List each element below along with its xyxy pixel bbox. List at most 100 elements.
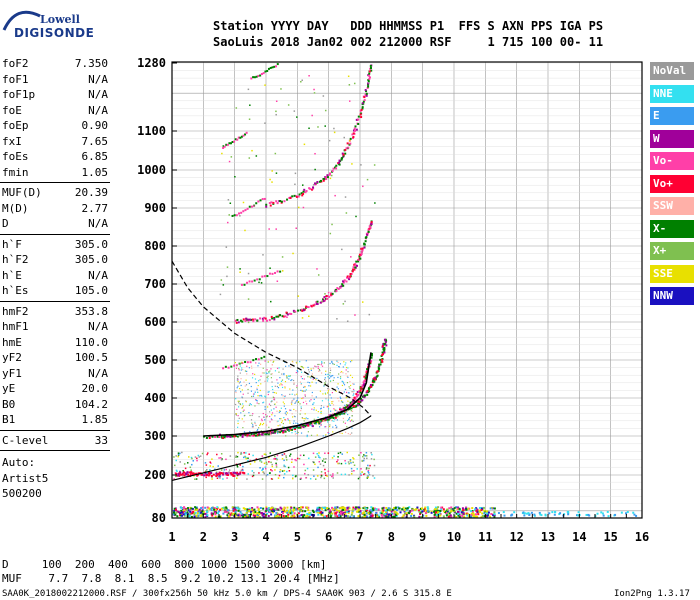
echo-point [319, 511, 322, 514]
echo-point [346, 382, 349, 384]
echo-point [210, 462, 212, 464]
param-name: M(D) [2, 201, 29, 215]
echo-point [236, 138, 239, 141]
echo-point [279, 270, 282, 273]
echo-point [251, 395, 253, 398]
echo-point [258, 427, 260, 429]
echo-point [359, 386, 362, 389]
echo-point [328, 388, 330, 390]
echo-point [265, 203, 268, 206]
echo-point [280, 407, 282, 409]
echo-point [189, 508, 192, 511]
echo-point [246, 510, 249, 513]
echo-point [361, 512, 364, 515]
echo-point [319, 390, 322, 392]
echo-point [188, 456, 190, 458]
echo-point [243, 452, 245, 454]
echo-point [331, 292, 334, 295]
echo-point [190, 456, 193, 459]
echo-point [279, 506, 282, 509]
echo-point [283, 469, 286, 472]
echo-point [180, 509, 183, 512]
echo-point [333, 131, 336, 134]
echo-point [333, 408, 335, 410]
echo-point [247, 457, 249, 459]
echo-point [242, 469, 244, 471]
echo-point [239, 510, 242, 513]
echo-point [307, 418, 309, 420]
echo-point [227, 199, 230, 201]
echo-point [332, 508, 335, 511]
echo-point [470, 514, 473, 517]
echo-point [391, 512, 394, 515]
echo-point [324, 378, 326, 381]
echo-point [295, 410, 297, 412]
echo-point [369, 226, 372, 229]
echo-point [285, 456, 288, 459]
echo-point [293, 466, 295, 468]
echo-point [218, 476, 220, 478]
echo-point [258, 434, 261, 437]
echo-point [264, 419, 266, 421]
echo-point [336, 409, 338, 412]
echo-point [200, 507, 203, 510]
echo-point [191, 507, 194, 510]
echo-point [266, 372, 268, 375]
echo-point [371, 507, 374, 510]
echo-point [277, 477, 280, 479]
echo-point [345, 373, 347, 375]
echo-point [265, 433, 268, 436]
echo-point [279, 377, 281, 379]
echo-point [359, 510, 362, 513]
echo-point [351, 415, 353, 417]
echo-point [237, 406, 240, 408]
echo-point [261, 419, 263, 422]
echo-point [465, 506, 468, 509]
echo-point [290, 379, 292, 382]
echo-point [284, 431, 286, 433]
echo-point [258, 362, 260, 364]
echo-point [341, 513, 344, 516]
echo-point [357, 122, 360, 125]
echo-point [250, 205, 253, 208]
echo-point [327, 399, 330, 401]
echo-point [261, 478, 264, 480]
echo-point [223, 469, 226, 471]
echo-point [315, 423, 317, 425]
echo-point [349, 374, 352, 376]
echo-point [236, 387, 238, 389]
echo-point [474, 508, 477, 511]
echo-point [279, 314, 282, 317]
echo-point [276, 508, 279, 511]
echo-point [363, 375, 366, 378]
chart-grid [171, 62, 643, 518]
echo-point [301, 513, 304, 516]
echo-point [327, 507, 330, 510]
echo-point [343, 384, 346, 386]
echo-point [222, 473, 225, 476]
echo-point [343, 136, 345, 139]
echo-point [632, 511, 635, 514]
echo-point [195, 478, 198, 480]
echo-point [190, 471, 193, 474]
echo-point [458, 513, 461, 516]
echo-point [328, 173, 331, 176]
echo-point [275, 406, 277, 408]
param-name: fmin [2, 165, 29, 179]
echo-point [255, 155, 258, 157]
param-name: C-level [2, 433, 49, 447]
echo-point [465, 508, 468, 511]
echo-point [291, 416, 294, 418]
echo-point [256, 513, 259, 516]
echo-point [191, 463, 193, 466]
echo-point [458, 507, 461, 510]
echo-point [278, 513, 281, 516]
echo-point [380, 511, 383, 514]
echo-point [281, 430, 284, 433]
echo-point [206, 472, 209, 474]
echo-point [241, 367, 243, 369]
echo-point [327, 405, 329, 407]
echo-point [424, 512, 427, 515]
echo-point [264, 433, 267, 436]
echo-point [264, 408, 266, 410]
